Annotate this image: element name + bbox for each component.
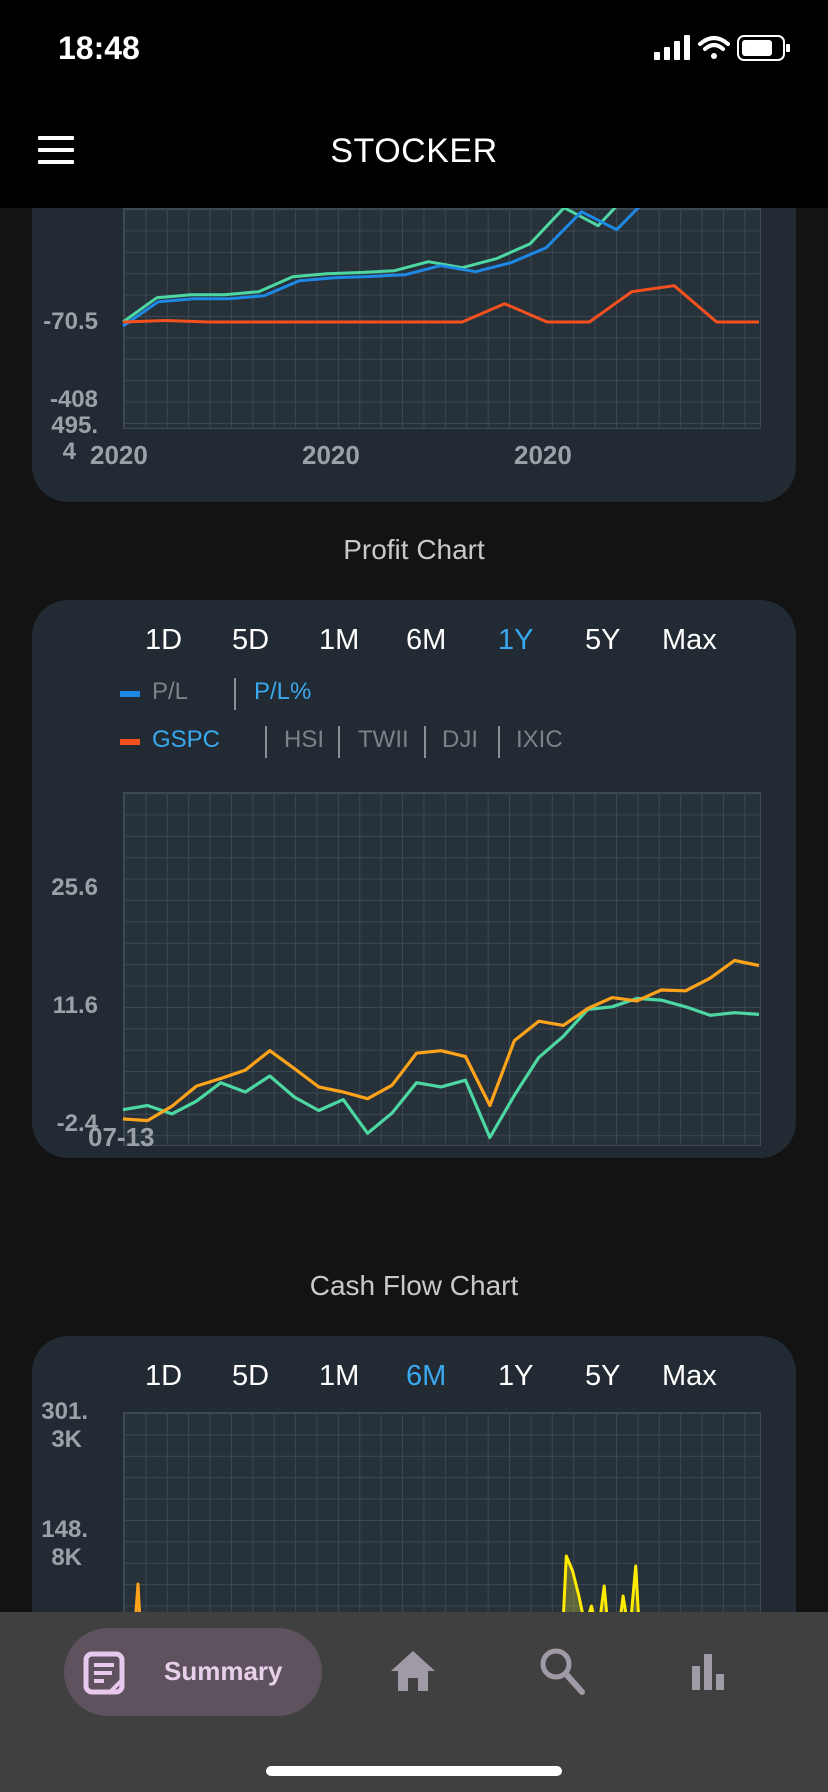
- app-title: STOCKER: [330, 132, 498, 170]
- cash-flow-chart-grid: [123, 1412, 761, 1612]
- nav-summary-label: Summary: [164, 1656, 283, 1686]
- range-tab-1y[interactable]: 1Y: [498, 624, 534, 656]
- legend-divider: [498, 726, 500, 758]
- y-tick-label: -70.5: [43, 308, 98, 335]
- profit-chart-title: Profit Chart: [343, 534, 485, 565]
- status-time: 18:48: [58, 30, 140, 66]
- summary-icon: [83, 1651, 125, 1695]
- home-icon[interactable]: [388, 1648, 438, 1694]
- range-tab-5y[interactable]: 5Y: [585, 1360, 621, 1392]
- legend-twii[interactable]: TWII: [358, 726, 409, 753]
- range-tab-5d[interactable]: 5D: [232, 1360, 270, 1392]
- range-tab-max[interactable]: Max: [662, 1360, 717, 1392]
- legend-divider: [265, 726, 267, 758]
- portfolio-chart-lines: [122, 208, 759, 328]
- x-tick-label: 2020: [90, 440, 148, 470]
- y-tick-label: 301.: [41, 1398, 88, 1425]
- range-tab-max[interactable]: Max: [662, 624, 717, 656]
- profit-range-tabs: 1D 5D 1M 6M 1Y 5Y Max: [32, 624, 796, 664]
- portfolio-series-line: [122, 208, 617, 324]
- app-bar: STOCKER: [0, 100, 828, 208]
- legend-divider: [338, 726, 340, 758]
- legend-hsi[interactable]: HSI: [284, 726, 325, 753]
- profit-series-line: [122, 996, 760, 1140]
- cash-flow-range-tabs: 1D 5D 1M 6M 1Y 5Y Max: [32, 1360, 796, 1400]
- range-tab-6m[interactable]: 6M: [406, 624, 447, 656]
- x-tick-label: 2020: [514, 440, 572, 470]
- bottom-navigation: Summary: [0, 1612, 828, 1792]
- range-tab-1d[interactable]: 1D: [145, 624, 183, 656]
- y-tick-label: 148.: [41, 1516, 88, 1543]
- portfolio-chart-card: -70.5 -408 495. 4 2020 2020 2020: [32, 208, 796, 502]
- battery-icon: [737, 35, 790, 61]
- cash-flow-line: [562, 1554, 640, 1612]
- portfolio-series-line: [122, 208, 641, 328]
- legend-dji[interactable]: DJI: [442, 726, 478, 753]
- scroll-content[interactable]: -70.5 -408 495. 4 2020 2020 2020 Profit …: [0, 208, 828, 1612]
- range-tab-1d[interactable]: 1D: [145, 1360, 183, 1392]
- legend-pl-percent[interactable]: P/L%: [254, 678, 312, 705]
- cash-flow-chart-area: [134, 1554, 640, 1612]
- profit-legend-row-2: GSPC HSI TWII DJI IXIC: [120, 726, 760, 760]
- y-tick-label: 3K: [51, 1426, 82, 1453]
- profit-chart-lines: [122, 958, 760, 1140]
- signal-icon: [654, 35, 690, 60]
- y-tick-label: 11.6: [52, 992, 98, 1019]
- x-tick-label: 07-13: [88, 1122, 155, 1152]
- cash-flow-area: [563, 1556, 639, 1612]
- status-icons: [654, 34, 794, 64]
- x-tick-label: 2020: [302, 440, 360, 470]
- nav-summary-tab[interactable]: Summary: [64, 1628, 322, 1716]
- legend-divider: [424, 726, 426, 758]
- y-tick-label: 495.: [51, 412, 98, 439]
- range-tab-5d[interactable]: 5D: [232, 624, 270, 656]
- pl-swatch: [120, 691, 140, 697]
- y-tick-label: 4: [62, 438, 76, 465]
- cash-flow-line: [134, 1582, 142, 1612]
- legend-pl[interactable]: P/L: [152, 678, 189, 705]
- y-tick-label: 25.6: [51, 874, 98, 901]
- range-tab-1y[interactable]: 1Y: [498, 1360, 534, 1392]
- legend-divider: [234, 678, 236, 710]
- wifi-icon: [698, 36, 730, 59]
- legend-ixic[interactable]: IXIC: [516, 726, 563, 753]
- y-tick-label: -2.4: [56, 1110, 98, 1137]
- cash-flow-chart-title: Cash Flow Chart: [309, 1270, 519, 1301]
- profit-series-line: [122, 958, 760, 1123]
- profit-legend-row-1: P/L P/L%: [120, 678, 760, 712]
- gspc-swatch: [120, 739, 140, 745]
- y-tick-label: -408: [49, 386, 98, 413]
- search-icon[interactable]: [538, 1646, 586, 1696]
- status-bar: 18:48: [0, 0, 828, 100]
- range-tab-6m[interactable]: 6M: [406, 1360, 447, 1392]
- range-tab-5y[interactable]: 5Y: [585, 624, 621, 656]
- range-tab-1m[interactable]: 1M: [319, 624, 360, 656]
- legend-gspc[interactable]: GSPC: [152, 726, 221, 753]
- cash-flow-chart-card: 1D 5D 1M 6M 1Y 5Y Max 301. 3K 148. 8K: [32, 1336, 796, 1612]
- home-indicator: [266, 1766, 562, 1776]
- profit-chart-card: 1D 5D 1M 6M 1Y 5Y Max P/L P/L% GSPC HSI …: [32, 600, 796, 1158]
- bar-chart-icon[interactable]: [688, 1652, 728, 1692]
- portfolio-series-line: [122, 284, 759, 324]
- hamburger-menu-icon[interactable]: [38, 136, 74, 164]
- y-tick-label: 8K: [51, 1544, 82, 1571]
- portfolio-chart-grid: [123, 208, 761, 429]
- range-tab-1m[interactable]: 1M: [319, 1360, 360, 1392]
